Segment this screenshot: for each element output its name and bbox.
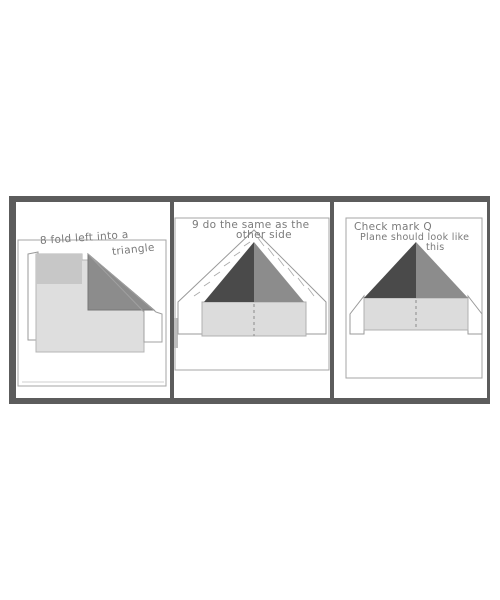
- right-wing-mid: [254, 242, 304, 302]
- step-q-panel: Check mark Q Plane should look like this: [334, 202, 487, 398]
- step-q-caption-line3: this: [426, 242, 445, 253]
- left-side-panel: [349, 294, 365, 335]
- side-notch: [174, 318, 178, 348]
- right-side-panel: [467, 294, 483, 335]
- step-9-caption-line1: 9 do the same as the: [192, 219, 310, 231]
- left-wing-dark: [204, 242, 254, 302]
- step-9-illustration: [174, 217, 330, 371]
- step-8-illustration: [17, 239, 167, 387]
- step-q-caption-line2: Plane should look like: [360, 232, 470, 243]
- step-8-panel: 8 fold left into a triangle: [16, 202, 170, 398]
- right-flap: [87, 253, 163, 343]
- right-wing-mid: [416, 242, 468, 298]
- step-q-illustration: [345, 217, 483, 379]
- step-q-caption-line1: Check mark Q: [354, 221, 432, 233]
- storyboard-strip: 8 fold left into a triangle: [9, 196, 490, 404]
- left-wing-dark: [364, 242, 416, 298]
- paper-outline: [17, 239, 167, 387]
- step-9-panel: 9 do the same as the other side: [174, 202, 330, 398]
- step-9-caption-line2: other side: [236, 229, 292, 241]
- fold-hatch-marks: [193, 237, 315, 297]
- paper-outline: [174, 217, 330, 371]
- folded-square: [36, 254, 82, 284]
- paper-outline: [345, 217, 483, 379]
